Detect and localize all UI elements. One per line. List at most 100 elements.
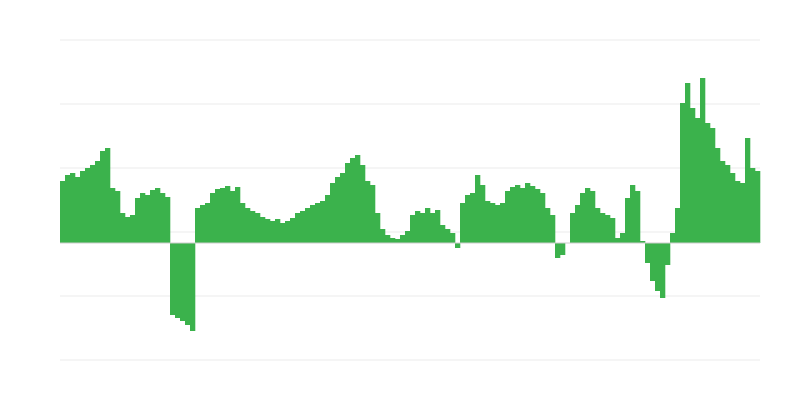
bar [485, 201, 491, 243]
bar [75, 177, 81, 243]
bar [430, 213, 436, 243]
bar [420, 213, 426, 243]
bar [670, 233, 676, 243]
bar [210, 193, 216, 243]
bar [515, 185, 521, 243]
bar [260, 217, 266, 243]
bar [230, 191, 236, 243]
bar [575, 205, 581, 243]
bar [220, 188, 226, 243]
bar [345, 163, 351, 243]
bar [80, 171, 86, 243]
bar [615, 238, 621, 243]
bar [690, 108, 696, 243]
bar [710, 128, 716, 243]
bar [755, 171, 761, 243]
bar [605, 215, 611, 243]
bar [195, 208, 201, 243]
bar [70, 173, 76, 243]
bar [155, 188, 161, 243]
bar [365, 181, 371, 243]
bar [120, 213, 126, 243]
bar [720, 161, 726, 243]
bar [185, 243, 191, 325]
bar [705, 123, 711, 243]
bar [450, 233, 456, 243]
bar [265, 219, 271, 243]
bar [190, 243, 196, 331]
bar [160, 193, 166, 243]
bar [105, 148, 111, 243]
bar [665, 243, 671, 265]
bar [400, 235, 406, 243]
bar [740, 183, 746, 243]
bar [305, 208, 311, 243]
bar [240, 203, 246, 243]
bar [465, 195, 471, 243]
bar [275, 219, 281, 243]
bar [410, 215, 416, 243]
bar [495, 205, 501, 243]
bar [145, 195, 151, 243]
bar [390, 238, 396, 243]
bar [595, 208, 601, 243]
bar [735, 181, 741, 243]
bar [425, 208, 431, 243]
bar [520, 188, 526, 243]
bar [285, 221, 291, 243]
bar [640, 241, 646, 243]
bar [65, 175, 71, 243]
bar [525, 183, 531, 243]
bar [510, 187, 516, 243]
bar [150, 190, 156, 243]
bar [700, 78, 706, 243]
bar [655, 243, 661, 291]
bar [620, 233, 626, 243]
bar [675, 208, 681, 243]
bar [395, 239, 401, 243]
bar [535, 189, 541, 243]
bar [170, 243, 176, 315]
bar [550, 215, 556, 243]
bar [350, 158, 356, 243]
bar [435, 210, 441, 243]
bar [200, 205, 206, 243]
bar [315, 203, 321, 243]
bar [245, 208, 251, 243]
bar [730, 173, 736, 243]
bar [115, 191, 121, 243]
bar [500, 203, 506, 243]
bar [470, 193, 476, 243]
bar [60, 181, 66, 243]
bar [610, 218, 616, 243]
bar [300, 211, 306, 243]
bar [330, 183, 336, 243]
bar [250, 211, 256, 243]
bar [580, 193, 586, 243]
bar [85, 168, 91, 243]
bar [180, 243, 186, 321]
bar [340, 173, 346, 243]
bar [630, 185, 636, 243]
bar [555, 243, 561, 258]
bar [335, 177, 341, 243]
bar [540, 193, 546, 243]
bar [255, 213, 261, 243]
bar [585, 188, 591, 243]
bar [530, 186, 536, 243]
bar [695, 118, 701, 243]
bar [140, 193, 146, 243]
bar [445, 229, 451, 243]
bar [125, 217, 131, 243]
bar [295, 213, 301, 243]
bar [750, 168, 756, 243]
bar [205, 203, 211, 243]
bar [415, 211, 421, 243]
bar [135, 198, 141, 243]
bar [165, 197, 171, 243]
bar [725, 165, 731, 243]
bar [680, 103, 686, 243]
bar [280, 223, 286, 243]
bar [590, 191, 596, 243]
